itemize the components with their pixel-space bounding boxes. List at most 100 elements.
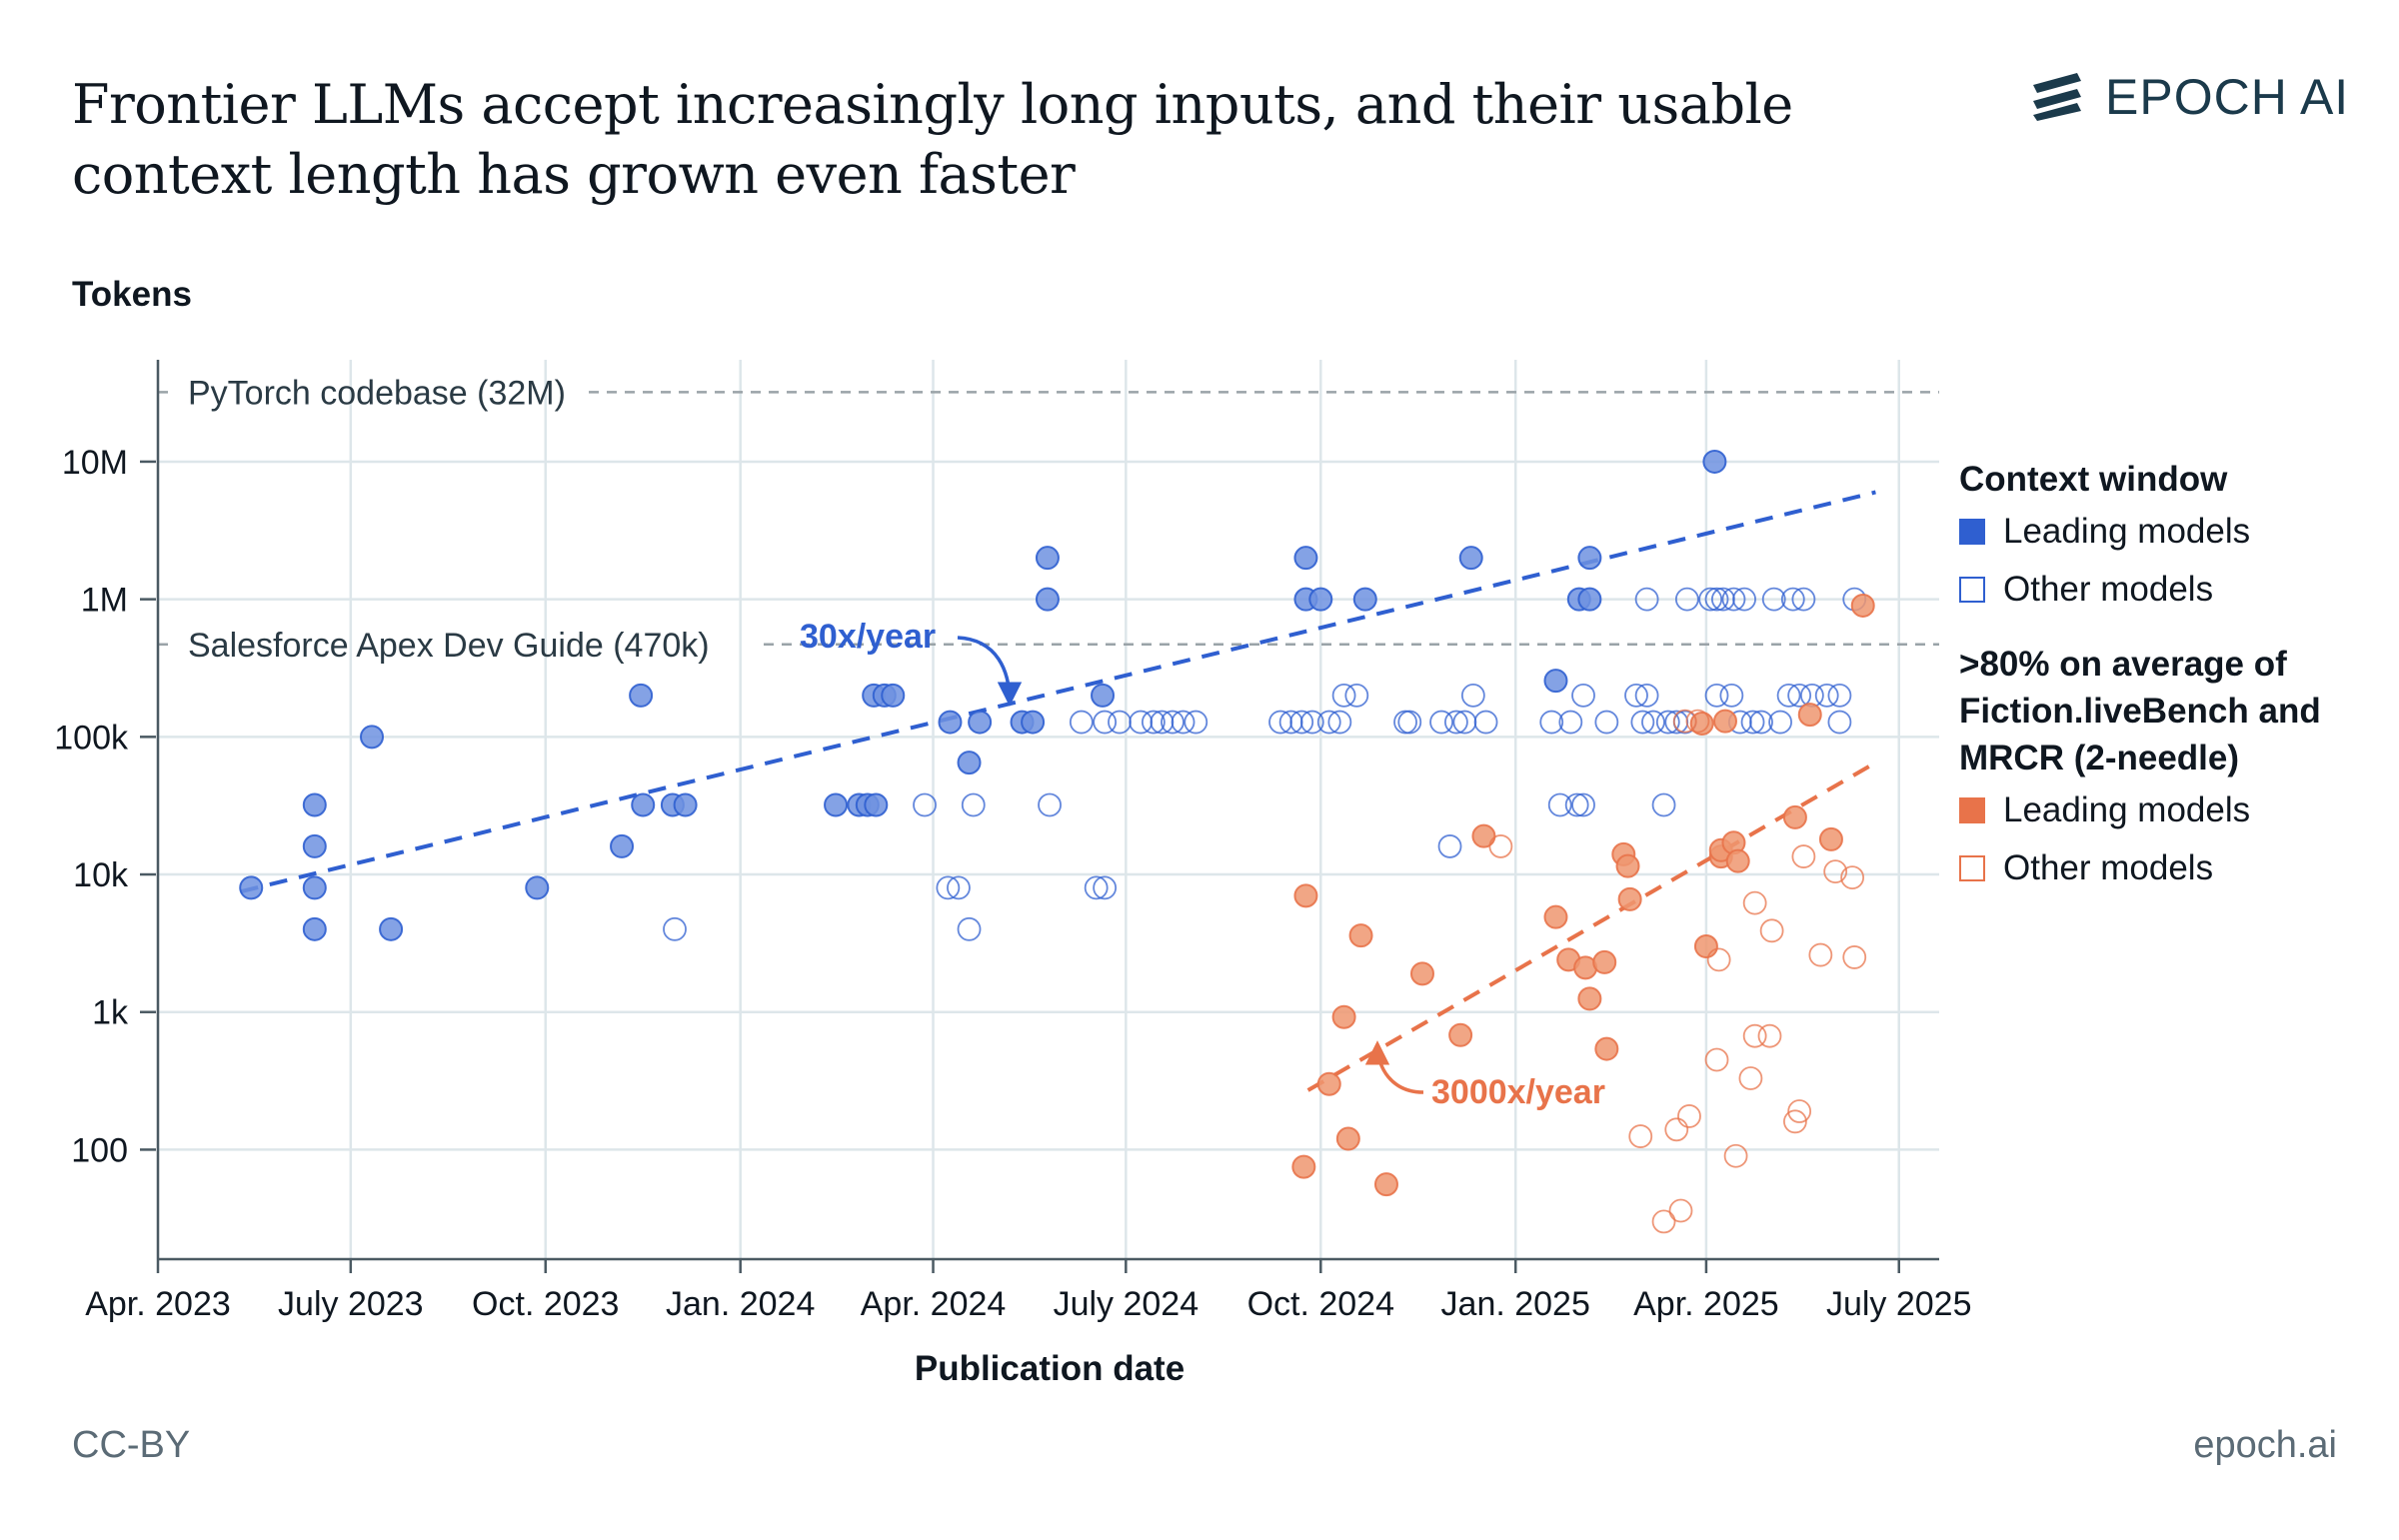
- license-label: CC-BY: [72, 1424, 191, 1466]
- site-link[interactable]: epoch.ai: [2193, 1424, 2337, 1466]
- legend-title-context: Context window: [1959, 460, 2228, 499]
- data-point-other: [1129, 710, 1154, 735]
- data-point-other: [1397, 710, 1422, 735]
- epoch-logo[interactable]: EPOCH AI: [2029, 68, 2349, 126]
- data-point-other: [1443, 710, 1468, 735]
- data-point-other: [1473, 710, 1498, 735]
- data-point-other: [1706, 947, 1731, 972]
- legend-label: Leading models: [2003, 512, 2251, 551]
- data-point-other: [1719, 683, 1744, 708]
- data-point-other: [1084, 875, 1109, 900]
- data-point-leading: [1818, 826, 1843, 851]
- data-point-leading: [824, 792, 849, 817]
- x-tick-label: July 2023: [278, 1285, 424, 1323]
- data-point-other: [1787, 683, 1812, 708]
- data-point-other: [1814, 683, 1839, 708]
- legend-swatch-orange-filled: [1959, 797, 1985, 823]
- data-point-other: [1539, 710, 1564, 735]
- data-point-leading: [1409, 961, 1434, 986]
- data-point-other: [1823, 859, 1848, 884]
- data-point-other: [936, 875, 961, 900]
- data-point-other: [1558, 710, 1583, 735]
- data-point-other: [1783, 1109, 1807, 1134]
- data-point-leading: [302, 916, 327, 941]
- data-point-other: [961, 792, 986, 817]
- data-point-leading: [864, 792, 889, 817]
- trend-line: [1306, 761, 1877, 1092]
- data-point-other: [1780, 587, 1805, 612]
- legend-title-usable: >80% on average of Fiction.liveBench and…: [1959, 645, 2321, 777]
- data-point-other: [1685, 709, 1710, 734]
- legend-swatch-orange-outline: [1959, 855, 1985, 881]
- legend-item-context-other[interactable]: Other models: [1959, 561, 2379, 619]
- y-tick-label: 100k: [54, 719, 129, 757]
- data-point-other: [1093, 875, 1118, 900]
- legend-item-usable-other[interactable]: Other models: [1959, 839, 2379, 897]
- data-point-leading: [1308, 587, 1333, 612]
- data-point-other: [1759, 918, 1784, 943]
- data-point-leading: [1693, 934, 1718, 959]
- data-point-other: [1742, 1023, 1767, 1048]
- data-point-other: [1634, 587, 1659, 612]
- data-point-leading: [1335, 1126, 1360, 1151]
- data-point-other: [1664, 1117, 1689, 1142]
- data-point-leading: [379, 916, 404, 941]
- data-point-other: [913, 792, 937, 817]
- chart-title: Frontier LLMs accept increasingly long i…: [72, 73, 1793, 206]
- data-point-leading: [1458, 546, 1483, 571]
- data-point-other: [1316, 710, 1341, 735]
- data-point-other: [1393, 710, 1417, 735]
- data-point-other: [1842, 945, 1867, 969]
- data-point-leading: [1702, 449, 1727, 474]
- x-tick-label: July 2024: [1054, 1285, 1200, 1323]
- data-point-other: [1723, 1143, 1748, 1168]
- x-axis-title: Publication date: [915, 1349, 1185, 1388]
- data-point-leading: [1293, 883, 1318, 908]
- data-point-other: [947, 875, 971, 900]
- data-point-other: [1344, 683, 1369, 708]
- data-point-leading: [1617, 886, 1642, 911]
- epoch-logo-icon: [2033, 73, 2081, 121]
- x-tick-label: Oct. 2023: [472, 1285, 619, 1323]
- data-point-other: [1651, 792, 1676, 817]
- data-point-other: [1641, 710, 1665, 735]
- x-tick-label: Apr. 2024: [861, 1285, 1007, 1323]
- legend-item-context-leading[interactable]: Leading models: [1959, 503, 2379, 561]
- data-point-other: [1672, 709, 1697, 734]
- data-point-other: [1628, 1124, 1653, 1148]
- x-tick-label: Oct. 2024: [1247, 1285, 1394, 1323]
- data-point-leading: [1291, 1154, 1316, 1179]
- trend-label-context: 30x/year: [800, 618, 936, 656]
- legend-label: Other models: [2003, 848, 2214, 887]
- data-point-leading: [1091, 683, 1116, 708]
- data-point-other: [1732, 587, 1756, 612]
- data-point-leading: [1543, 669, 1568, 694]
- data-point-other: [1069, 710, 1094, 735]
- data-point-other: [1327, 710, 1352, 735]
- legend-swatch-blue-filled: [1959, 519, 1985, 545]
- data-point-other: [663, 916, 687, 941]
- data-point-leading: [1577, 986, 1602, 1011]
- legend-swatch-blue-outline: [1959, 577, 1985, 603]
- legend: Context window Leading models Other mode…: [1959, 456, 2379, 897]
- data-point-leading: [1594, 1036, 1619, 1061]
- data-point-other: [1630, 710, 1655, 735]
- data-point-other: [1768, 710, 1792, 735]
- data-point-leading: [360, 725, 385, 750]
- y-tick-label: 1k: [92, 994, 129, 1032]
- data-point-other: [1668, 1198, 1693, 1223]
- data-point-leading: [239, 875, 264, 900]
- legend-item-usable-leading[interactable]: Leading models: [1959, 781, 2379, 839]
- data-point-other: [1161, 710, 1185, 735]
- data-point-leading: [1577, 546, 1602, 571]
- y-axis-title: Tokens: [72, 275, 192, 314]
- data-point-other: [1677, 1104, 1701, 1128]
- data-point-other: [1704, 587, 1729, 612]
- data-point-leading: [957, 751, 982, 775]
- data-point-other: [1331, 683, 1356, 708]
- reference-line-label: PyTorch codebase (32M): [188, 374, 566, 412]
- data-point-leading: [1615, 853, 1640, 878]
- x-tick-label: Jan. 2024: [666, 1285, 815, 1323]
- data-point-other: [1808, 942, 1833, 967]
